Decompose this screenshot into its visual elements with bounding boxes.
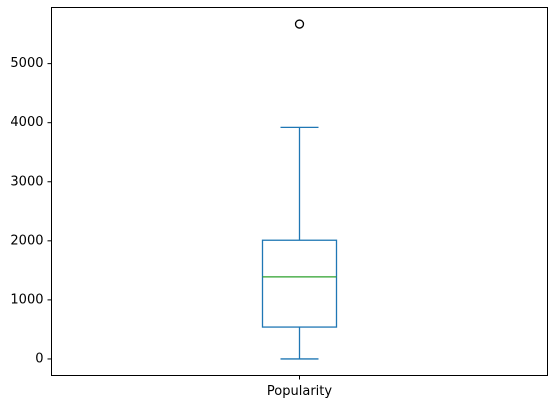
- y-tick-label: 2000: [10, 233, 43, 248]
- x-tick-label: Popularity: [267, 384, 332, 399]
- y-axis: 0 1000 2000 3000 4000 5000: [10, 56, 52, 366]
- y-tick-label: 0: [35, 351, 43, 366]
- y-tick-label: 1000: [10, 292, 43, 307]
- outlier-point: [294, 19, 305, 29]
- y-tick-label: 5000: [10, 56, 43, 71]
- boxes-layer: [261, 19, 338, 360]
- y-tick-label: 4000: [10, 115, 43, 130]
- y-tick-label: 3000: [10, 174, 43, 189]
- iqr-box: [261, 239, 338, 328]
- x-axis: Popularity: [267, 375, 332, 399]
- box-popularity: [261, 19, 338, 360]
